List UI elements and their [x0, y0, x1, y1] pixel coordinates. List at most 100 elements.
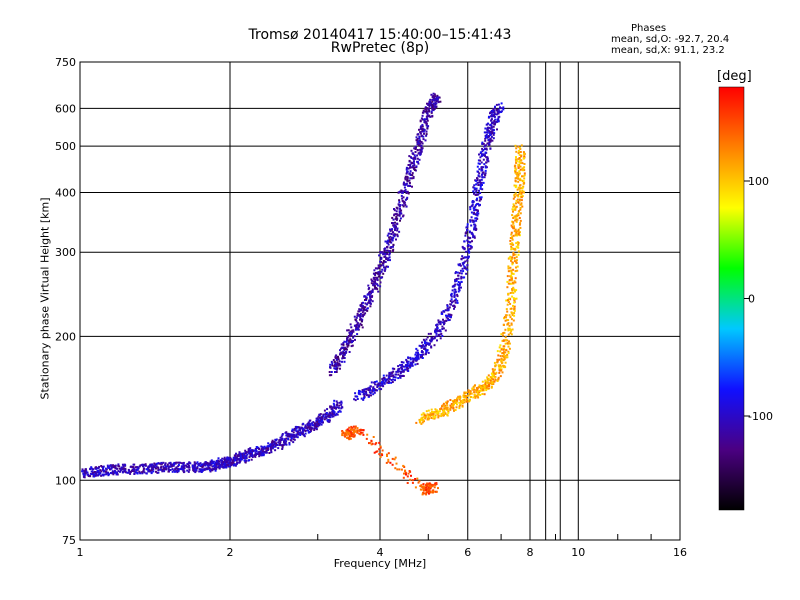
- data-point: [514, 219, 517, 222]
- data-point: [274, 438, 277, 441]
- data-point: [354, 318, 357, 321]
- data-point: [420, 117, 423, 120]
- data-point: [416, 358, 419, 361]
- data-point: [160, 461, 163, 464]
- phase-stats-x: mean, sd,X: 91.1, 23.2: [611, 45, 725, 56]
- data-point: [387, 382, 390, 384]
- data-point: [481, 143, 484, 145]
- data-point: [519, 219, 522, 222]
- data-point: [134, 471, 137, 474]
- data-point: [519, 177, 522, 180]
- data-point: [287, 432, 290, 435]
- data-point: [479, 156, 482, 159]
- data-point: [479, 159, 482, 162]
- data-point: [515, 232, 518, 235]
- data-point: [214, 466, 216, 469]
- data-point: [371, 288, 374, 291]
- data-point: [323, 418, 326, 421]
- data-point: [428, 105, 431, 108]
- data-point: [427, 342, 430, 345]
- data-point: [124, 464, 127, 467]
- data-point: [478, 199, 481, 202]
- data-point: [507, 293, 510, 295]
- data-point: [217, 466, 219, 469]
- data-point: [512, 253, 515, 256]
- data-point: [141, 463, 144, 466]
- data-point: [360, 429, 363, 431]
- data-point: [167, 466, 170, 469]
- data-point: [495, 113, 498, 116]
- data-point: [502, 332, 505, 334]
- data-point: [313, 429, 316, 431]
- data-point: [393, 213, 396, 216]
- data-point: [516, 171, 519, 174]
- data-point: [87, 473, 90, 476]
- data-point: [152, 470, 155, 473]
- data-point: [447, 410, 450, 413]
- data-point: [519, 203, 522, 206]
- data-point: [349, 437, 352, 440]
- data-point: [346, 337, 349, 340]
- data-point: [417, 356, 420, 359]
- data-point: [418, 152, 421, 155]
- data-point: [382, 260, 385, 262]
- data-point: [515, 147, 518, 150]
- data-point: [254, 452, 257, 455]
- data-point: [376, 284, 379, 287]
- data-point: [425, 349, 428, 352]
- data-point: [347, 430, 350, 433]
- data-point: [511, 291, 514, 294]
- data-point: [515, 202, 517, 205]
- data-point: [484, 165, 487, 168]
- data-point: [117, 470, 120, 473]
- data-point: [389, 228, 391, 231]
- data-point: [342, 342, 345, 344]
- data-point: [473, 227, 476, 230]
- data-point: [374, 276, 377, 279]
- data-point: [356, 431, 359, 434]
- data-point: [273, 441, 276, 444]
- data-point: [510, 259, 512, 262]
- data-point: [307, 423, 310, 426]
- data-point: [376, 283, 379, 286]
- data-point: [454, 298, 457, 301]
- data-point: [497, 378, 500, 381]
- x-tick-label: 8: [527, 546, 534, 559]
- data-point: [421, 127, 423, 130]
- data-point: [501, 361, 504, 364]
- data-point: [281, 444, 284, 447]
- data-point: [460, 275, 463, 278]
- data-point: [516, 230, 519, 233]
- data-point: [454, 283, 457, 286]
- data-point: [329, 366, 331, 369]
- data-point: [490, 113, 493, 116]
- data-point: [512, 221, 515, 224]
- data-point: [430, 417, 433, 419]
- y-tick-label: 200: [55, 330, 76, 343]
- data-point: [361, 326, 364, 329]
- data-point: [504, 366, 507, 369]
- data-point: [225, 465, 228, 468]
- data-point: [480, 181, 483, 184]
- data-point: [511, 247, 514, 250]
- data-point: [245, 457, 248, 460]
- data-point: [476, 177, 478, 180]
- data-point: [362, 433, 365, 436]
- data-point: [449, 315, 451, 318]
- data-point: [107, 471, 109, 474]
- data-point: [519, 147, 522, 150]
- data-point: [192, 467, 195, 469]
- data-point: [433, 344, 436, 347]
- data-point: [96, 471, 99, 474]
- data-point: [263, 451, 266, 454]
- data-point: [425, 134, 428, 137]
- data-point: [441, 412, 444, 415]
- data-point: [313, 425, 316, 428]
- data-point: [212, 462, 215, 464]
- data-point: [498, 115, 501, 118]
- data-point: [352, 433, 355, 436]
- data-point: [490, 385, 493, 388]
- data-point: [81, 470, 84, 473]
- data-point: [409, 174, 412, 176]
- data-point: [439, 322, 442, 325]
